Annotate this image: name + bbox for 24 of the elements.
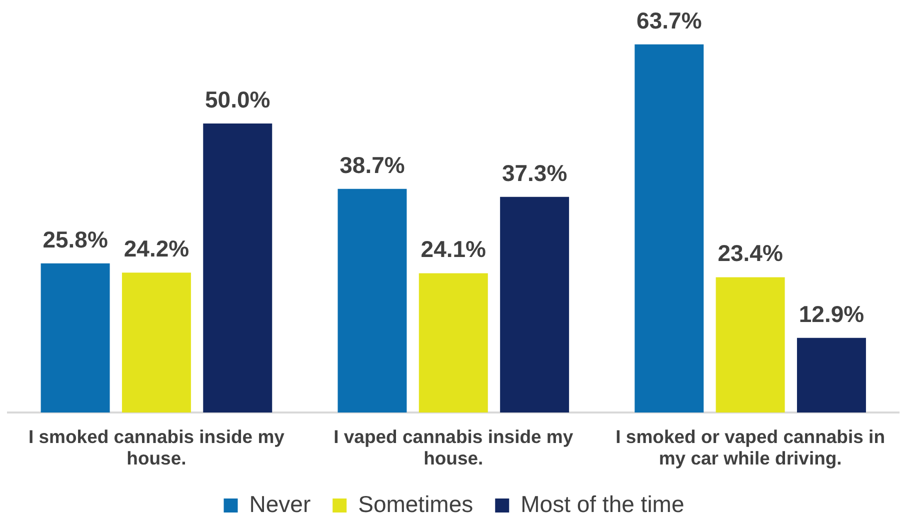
legend-label: Most of the time [520,490,684,517]
legend-label: Never [249,490,311,517]
bar [796,338,866,412]
x-tick-label: I smoked cannabis inside my house. [28,426,286,468]
data-label: 12.9% [798,300,864,327]
data-label: 63.7% [636,7,702,34]
bar [500,196,570,412]
data-label: 23.4% [718,240,783,266]
x-tick-label: I vaped cannabis inside my house. [334,426,574,468]
data-label: 25.8% [42,226,108,252]
bar [338,188,407,412]
bar [203,124,272,412]
data-label: 24.2% [124,236,190,262]
bar [716,277,785,412]
data-label: 24.1% [420,236,486,262]
legend-label: Sometimes [358,490,474,517]
x-tick-label: I smoked or vaped cannabis in my car while driving. [616,426,886,468]
bar [634,44,704,412]
data-label: 50.0% [205,86,270,113]
bar [122,272,191,412]
data-label: 37.3% [502,160,568,186]
bar [418,273,488,412]
bar [40,263,110,412]
data-label: 38.7% [340,152,405,178]
